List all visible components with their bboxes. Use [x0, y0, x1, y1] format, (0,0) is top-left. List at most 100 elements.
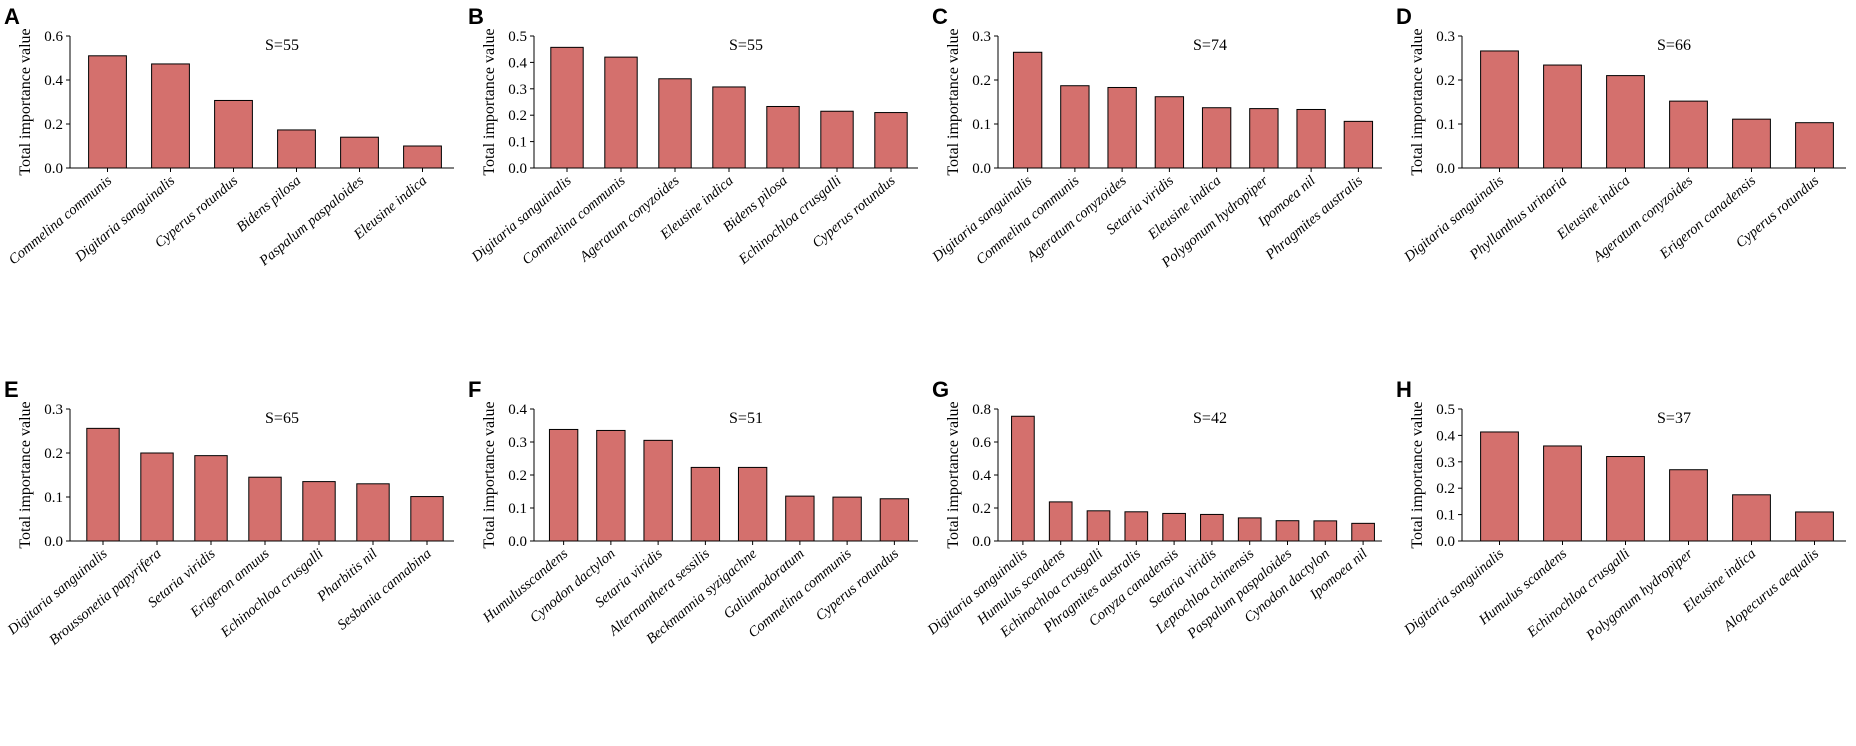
- bar: [302, 481, 336, 542]
- bar: [879, 498, 910, 542]
- species-richness-label: S=51: [729, 410, 763, 427]
- panel-label: E: [4, 377, 19, 402]
- y-tick-label: 0.4: [1436, 428, 1455, 444]
- bar: [1606, 456, 1645, 542]
- bar: [737, 466, 768, 542]
- chart-panel-e: E Total importance value 0.0 0.1 0.2 0.3 S=65 D…: [0, 373, 464, 746]
- bar: [1162, 512, 1186, 542]
- bar: [248, 476, 282, 542]
- y-tick-label: 0.6: [972, 435, 991, 451]
- y-tick-label: 0.1: [44, 490, 63, 506]
- bar: [1237, 517, 1262, 542]
- bar: [1200, 513, 1224, 542]
- bar: [690, 466, 721, 542]
- chart-panel-f: F Total importance value 0.0 0.1 0.2 0.3 0.4 S=…: [464, 373, 928, 746]
- category-label: Echinochloa crusgalli: [735, 173, 844, 268]
- category-label: Humulusscandens: [479, 546, 571, 627]
- bar: [1201, 107, 1232, 169]
- y-tick-label: 0.2: [508, 468, 527, 484]
- bar: [1012, 51, 1043, 169]
- panel-label: A: [4, 4, 20, 29]
- y-axis-label: Total importance value: [1409, 401, 1426, 548]
- y-tick-label: 0.2: [1436, 481, 1455, 497]
- y-axis-label: Total importance value: [481, 28, 498, 175]
- y-tick-label: 0.0: [44, 534, 63, 550]
- y-tick-label: 0.5: [1436, 402, 1455, 418]
- bar: [356, 483, 390, 542]
- bar: [1480, 50, 1519, 169]
- panel-label: F: [468, 377, 481, 402]
- y-axis-label: Total importance value: [945, 28, 962, 175]
- bar: [766, 105, 800, 169]
- y-tick-label: 0.3: [508, 435, 527, 451]
- category-label: Cyperus rotundus: [813, 546, 902, 625]
- bar: [1154, 96, 1185, 169]
- category-label: Commelina communis: [519, 173, 629, 269]
- species-richness-label: S=65: [265, 410, 299, 427]
- category-label: Echinochloa crusgalli: [1524, 546, 1633, 641]
- species-richness-label: S=66: [1657, 37, 1691, 54]
- bar: [1011, 415, 1035, 542]
- species-richness-label: S=42: [1193, 410, 1227, 427]
- category-label: Digitaria sanguinalis: [468, 173, 575, 266]
- y-axis-label: Total importance value: [1409, 28, 1426, 175]
- bar: [820, 110, 854, 169]
- bar: [1732, 118, 1771, 169]
- y-tick-label: 0.4: [44, 73, 63, 89]
- chart-panel-h: H Total importance value 0.0 0.1 0.2 0.3 0.4 0.…: [1392, 373, 1856, 746]
- bar: [832, 496, 862, 542]
- bar: [712, 86, 746, 169]
- bar: [658, 78, 692, 169]
- y-tick-label: 0.0: [972, 161, 991, 177]
- bar: [140, 452, 174, 542]
- y-tick-label: 0.3: [44, 402, 63, 418]
- bar: [604, 56, 638, 169]
- bar: [1543, 64, 1582, 169]
- bar: [1351, 522, 1375, 542]
- species-richness-label: S=74: [1193, 37, 1227, 54]
- y-tick-label: 0.3: [972, 29, 991, 45]
- chart-panel-a: A Total importance value 0.0 0.2 0.4 0.6 S=55 C…: [0, 0, 464, 373]
- panel-label: C: [932, 4, 948, 29]
- category-label: Polygonum hydropiper: [1583, 546, 1697, 645]
- bar: [214, 99, 253, 169]
- bar: [277, 129, 316, 169]
- y-tick-label: 0.8: [972, 402, 991, 418]
- y-tick-label: 0.0: [508, 534, 527, 550]
- y-tick-label: 0.4: [508, 55, 527, 71]
- bar: [1048, 501, 1073, 542]
- bar: [1124, 511, 1149, 542]
- y-tick-label: 0.0: [972, 534, 991, 550]
- bar: [194, 455, 228, 542]
- category-label: Echinochloa crusgalli: [217, 546, 326, 641]
- y-tick-label: 0.0: [1436, 161, 1455, 177]
- bar: [1060, 85, 1090, 169]
- bar: [1606, 75, 1645, 169]
- y-tick-label: 0.2: [972, 501, 991, 517]
- category-label: Digitaria sanguinalis: [1401, 173, 1508, 266]
- chart-panel-b: B Total importance value 0.0 0.1 0.2 0.3 0.4 0.…: [464, 0, 928, 373]
- bar: [1343, 120, 1374, 169]
- panel-label: G: [932, 377, 949, 402]
- y-tick-label: 0.6: [44, 29, 63, 45]
- y-tick-label: 0.3: [1436, 29, 1455, 45]
- panel-label: H: [1396, 377, 1412, 402]
- y-tick-label: 0.2: [44, 117, 63, 133]
- y-tick-label: 0.0: [44, 161, 63, 177]
- category-label: Galiumodoratum: [721, 546, 808, 622]
- bar: [1296, 108, 1326, 169]
- bar: [88, 55, 127, 169]
- chart-panel-c: C Total importance value 0.0 0.1 0.2 0.3 S=74 D…: [928, 0, 1392, 373]
- category-label: Commelina communis: [6, 173, 116, 269]
- y-tick-label: 0.5: [508, 29, 527, 45]
- y-tick-label: 0.1: [508, 135, 527, 151]
- bar: [596, 429, 626, 542]
- bar: [1313, 520, 1338, 542]
- bar: [643, 439, 673, 542]
- category-label: Paspalum paspaloides: [256, 173, 368, 270]
- species-richness-label: S=37: [1657, 410, 1691, 427]
